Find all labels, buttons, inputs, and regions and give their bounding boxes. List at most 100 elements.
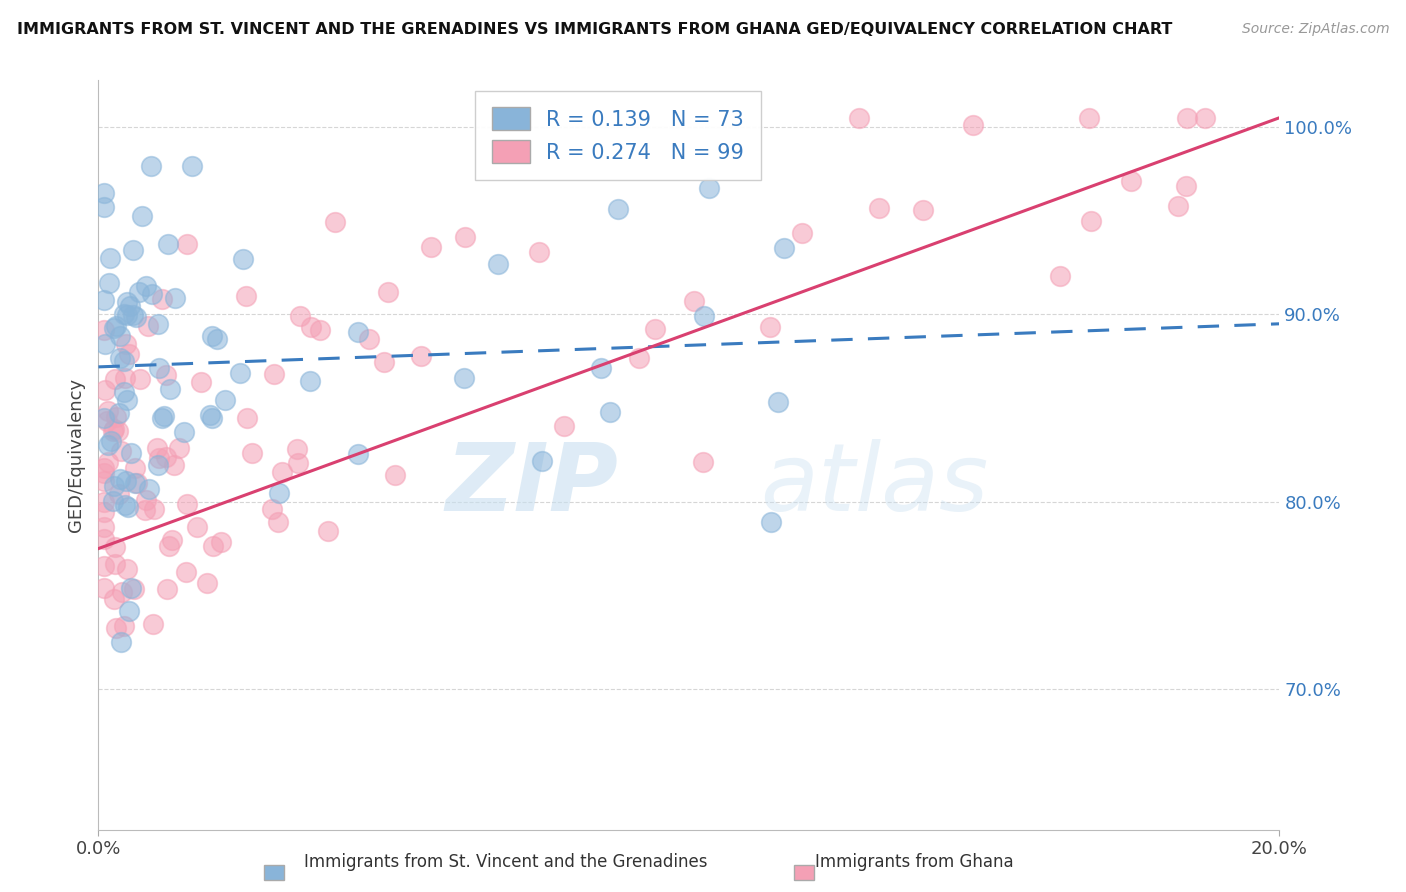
Point xyxy=(112,619,135,633)
Point xyxy=(103,321,125,335)
Point xyxy=(260,501,283,516)
Point xyxy=(148,318,170,332)
Point xyxy=(135,493,157,508)
Point xyxy=(117,500,139,515)
Point xyxy=(105,318,128,333)
Point xyxy=(486,257,509,271)
Point xyxy=(347,326,370,340)
Point xyxy=(1119,173,1142,187)
Point xyxy=(173,425,195,439)
Point xyxy=(207,332,229,346)
Point xyxy=(201,411,224,425)
Point xyxy=(97,438,120,452)
Point xyxy=(176,237,198,252)
Point xyxy=(120,581,142,595)
Point xyxy=(155,368,177,383)
Point xyxy=(357,332,380,346)
Point xyxy=(1194,111,1216,125)
Text: atlas: atlas xyxy=(759,440,988,531)
Point xyxy=(93,532,115,546)
Point xyxy=(607,202,630,216)
Point xyxy=(104,621,127,635)
Point xyxy=(93,474,115,488)
Point xyxy=(93,505,115,519)
Point xyxy=(110,472,132,486)
Point xyxy=(209,534,232,549)
Point xyxy=(115,393,138,408)
Point xyxy=(190,375,212,389)
Point xyxy=(104,372,127,386)
Point xyxy=(316,524,339,539)
Point xyxy=(148,451,170,466)
Point xyxy=(112,307,135,321)
Point xyxy=(146,441,169,455)
Point xyxy=(454,230,477,244)
Point xyxy=(240,445,263,459)
Point xyxy=(1077,111,1099,125)
Point xyxy=(101,424,124,438)
Point xyxy=(627,351,650,365)
Point xyxy=(195,576,218,591)
Point xyxy=(93,520,115,534)
Point xyxy=(271,465,294,479)
Point xyxy=(107,424,129,438)
Point xyxy=(163,458,186,472)
Point xyxy=(114,474,136,488)
Point xyxy=(120,299,142,313)
Point xyxy=(186,520,208,534)
Point xyxy=(142,501,165,516)
Legend: R = 0.139   N = 73, R = 0.274   N = 99: R = 0.139 N = 73, R = 0.274 N = 99 xyxy=(475,91,761,180)
Point xyxy=(153,409,176,423)
Text: Immigrants from St. Vincent and the Grenadines: Immigrants from St. Vincent and the Gren… xyxy=(305,854,707,871)
Point xyxy=(124,476,146,491)
Point xyxy=(299,374,322,388)
Point xyxy=(142,616,165,631)
Point xyxy=(97,455,120,469)
Point xyxy=(766,395,789,409)
Point xyxy=(263,367,285,381)
Point xyxy=(93,558,115,573)
Point xyxy=(287,456,309,470)
Point xyxy=(156,237,179,252)
Point xyxy=(165,291,187,305)
Point xyxy=(104,540,127,554)
Point xyxy=(118,604,141,618)
Point xyxy=(108,406,131,420)
Point xyxy=(93,466,115,480)
Point xyxy=(94,337,117,351)
Point xyxy=(108,487,131,501)
Point xyxy=(93,323,115,337)
Point xyxy=(156,582,179,596)
Point xyxy=(285,442,308,456)
Point xyxy=(155,450,177,464)
Point xyxy=(693,309,716,323)
Point xyxy=(761,515,783,529)
Point xyxy=(323,215,346,229)
Point xyxy=(384,468,406,483)
Text: IMMIGRANTS FROM ST. VINCENT AND THE GRENADINES VS IMMIGRANTS FROM GHANA GED/EQUI: IMMIGRANTS FROM ST. VINCENT AND THE GREN… xyxy=(17,22,1173,37)
Point xyxy=(110,443,132,458)
Point xyxy=(758,320,780,334)
Point xyxy=(697,181,720,195)
Point xyxy=(103,592,125,607)
Point xyxy=(309,323,332,337)
Point xyxy=(96,414,118,428)
Point xyxy=(299,319,322,334)
Point xyxy=(93,495,115,509)
Point xyxy=(98,276,121,290)
Text: Source: ZipAtlas.com: Source: ZipAtlas.com xyxy=(1241,22,1389,37)
Point xyxy=(93,383,115,397)
Point xyxy=(122,308,145,322)
Point xyxy=(288,309,311,323)
Point xyxy=(201,328,224,343)
Text: ZIP: ZIP xyxy=(446,439,619,531)
Point xyxy=(411,350,433,364)
Point xyxy=(103,494,125,508)
Point xyxy=(122,243,145,257)
Point xyxy=(103,479,125,493)
Point xyxy=(104,557,127,571)
Point xyxy=(148,361,170,376)
Point xyxy=(591,361,613,376)
Point xyxy=(93,411,115,425)
Point xyxy=(97,404,120,418)
